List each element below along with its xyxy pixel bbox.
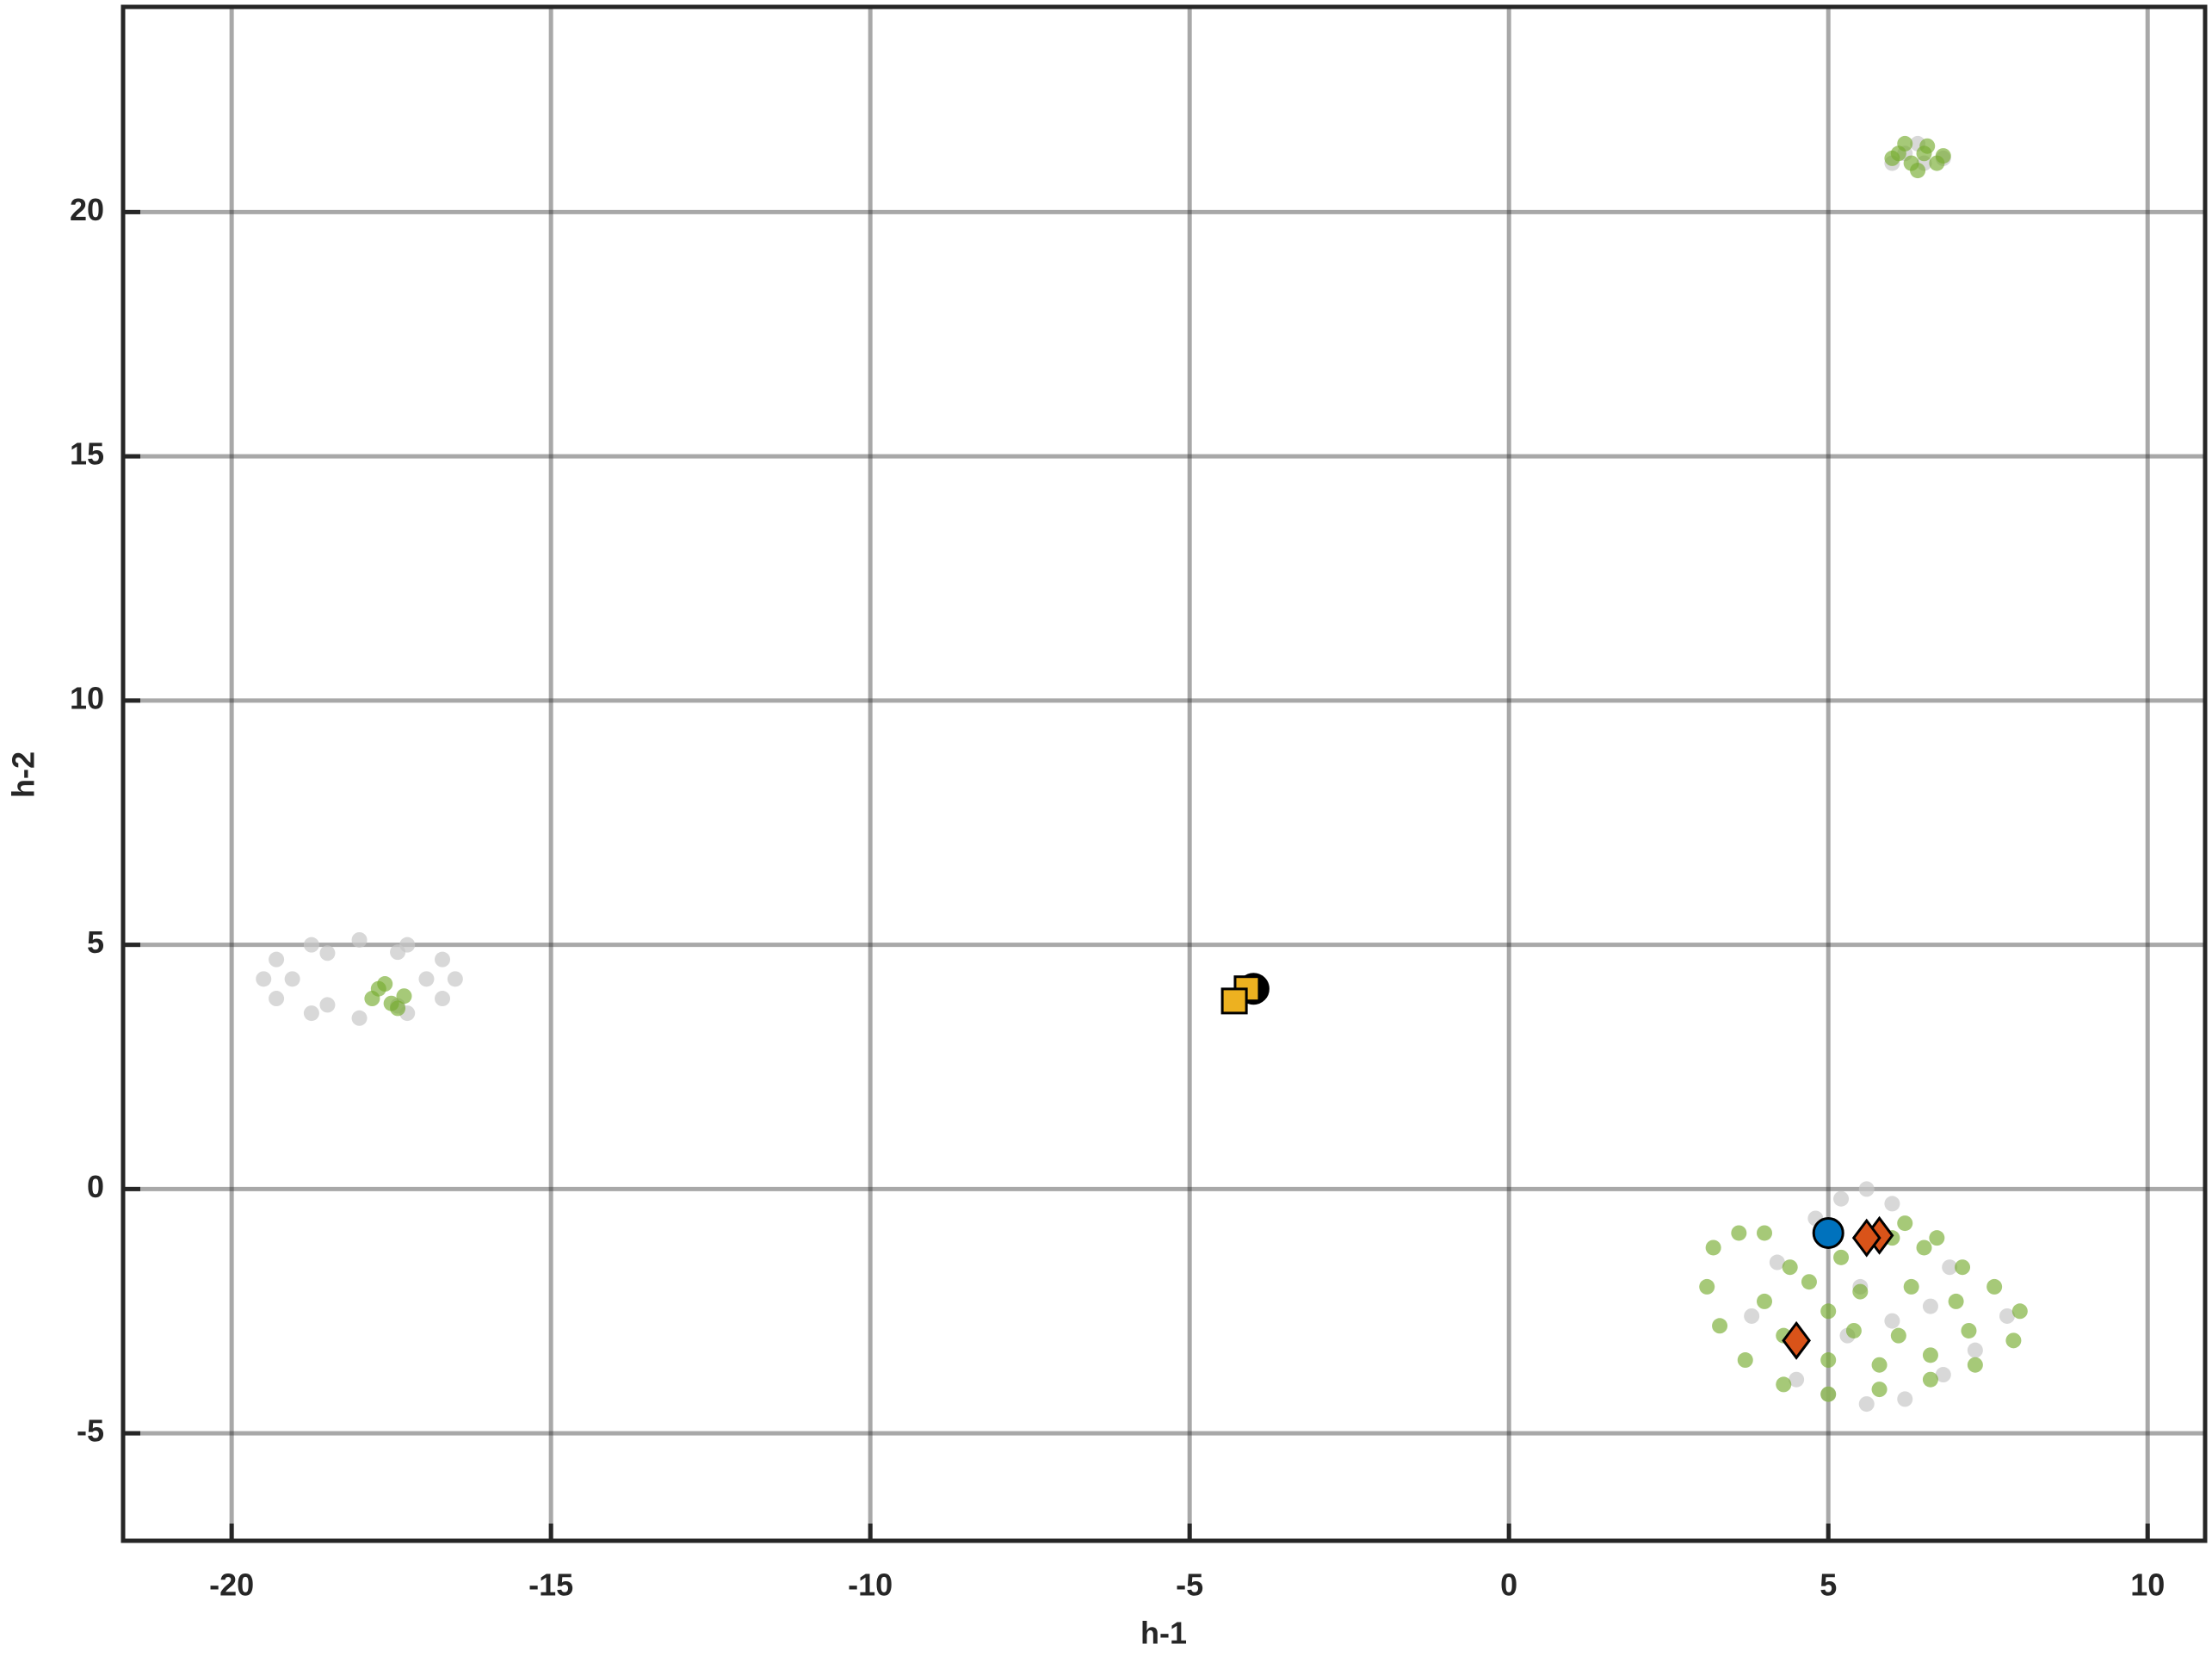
point <box>396 988 412 1005</box>
point <box>1871 1357 1888 1373</box>
point <box>1744 1308 1760 1324</box>
plot-frame <box>120 4 2208 1543</box>
point <box>1884 1313 1900 1329</box>
point <box>1852 1283 1869 1300</box>
point <box>1916 1240 1932 1256</box>
point <box>1967 1342 1983 1358</box>
point <box>1919 138 1936 154</box>
y-tick-label: 15 <box>70 436 104 472</box>
point <box>1884 1196 1900 1212</box>
point <box>1935 1367 1951 1383</box>
point <box>1922 1298 1938 1314</box>
point <box>1897 135 1913 151</box>
point <box>1769 1254 1785 1270</box>
point <box>1757 1225 1773 1241</box>
point <box>1833 1190 1850 1207</box>
point <box>1986 1278 2003 1295</box>
point <box>418 971 435 987</box>
point <box>1935 148 1951 164</box>
point <box>1789 1371 1805 1388</box>
x-tick-label: -5 <box>1176 1567 1203 1603</box>
point <box>303 937 319 953</box>
point <box>269 991 285 1007</box>
point <box>435 991 451 1007</box>
point <box>1871 1382 1888 1398</box>
point <box>390 1000 406 1017</box>
point <box>2005 1332 2022 1349</box>
point <box>390 944 406 961</box>
point <box>1699 1278 1715 1295</box>
point <box>1820 1352 1837 1369</box>
point <box>1705 1240 1721 1256</box>
point <box>284 971 300 987</box>
point <box>1858 1181 1875 1197</box>
point <box>1845 1322 1862 1338</box>
point <box>319 997 336 1013</box>
point <box>1833 1249 1850 1265</box>
y-tick-label: 20 <box>70 192 104 227</box>
point <box>351 931 368 948</box>
point <box>1884 150 1900 166</box>
point <box>1999 1308 2015 1324</box>
marker <box>1812 1216 1844 1249</box>
marker <box>1782 1320 1811 1360</box>
x-axis-label: h-1 <box>1140 1616 1187 1651</box>
y-axis-label: h-2 <box>6 751 41 798</box>
x-tick-label: 5 <box>1820 1567 1837 1603</box>
point <box>1961 1322 1977 1338</box>
point <box>1903 1278 1919 1295</box>
point <box>319 945 336 961</box>
y-tick-label: 0 <box>87 1169 104 1204</box>
point <box>351 1010 368 1026</box>
point <box>1737 1352 1753 1369</box>
point <box>1922 1371 1938 1388</box>
point <box>1858 1396 1875 1413</box>
x-tick-label: -10 <box>848 1567 893 1603</box>
point <box>1942 1259 1958 1276</box>
marker <box>1851 1218 1881 1258</box>
point <box>1910 163 1926 179</box>
x-tick-label: -20 <box>209 1567 254 1603</box>
point <box>1929 1230 1945 1246</box>
point <box>1955 1259 1971 1276</box>
point <box>1890 1327 1906 1344</box>
point <box>269 951 285 968</box>
point <box>435 951 451 968</box>
point <box>1801 1274 1817 1290</box>
point <box>1820 1303 1837 1320</box>
point <box>1712 1318 1728 1334</box>
y-tick-label: 10 <box>70 680 104 715</box>
point <box>1967 1357 1983 1373</box>
point <box>1776 1376 1792 1393</box>
x-tick-label: -15 <box>528 1567 573 1603</box>
point <box>1731 1225 1747 1241</box>
marker <box>1220 987 1248 1015</box>
x-tick-label: 0 <box>1500 1567 1517 1603</box>
point <box>1948 1293 1964 1309</box>
point <box>303 1005 319 1022</box>
point <box>1820 1386 1837 1402</box>
point <box>447 971 463 987</box>
y-tick-label: -5 <box>77 1413 104 1449</box>
point <box>1922 1347 1938 1363</box>
point <box>377 976 393 992</box>
point <box>2011 1303 2028 1320</box>
point <box>1897 1215 1913 1232</box>
point <box>1757 1293 1773 1309</box>
point <box>1782 1259 1798 1276</box>
y-tick-label: 5 <box>87 924 104 960</box>
point <box>256 971 272 987</box>
x-tick-label: 10 <box>2130 1567 2165 1603</box>
point <box>1897 1391 1913 1407</box>
